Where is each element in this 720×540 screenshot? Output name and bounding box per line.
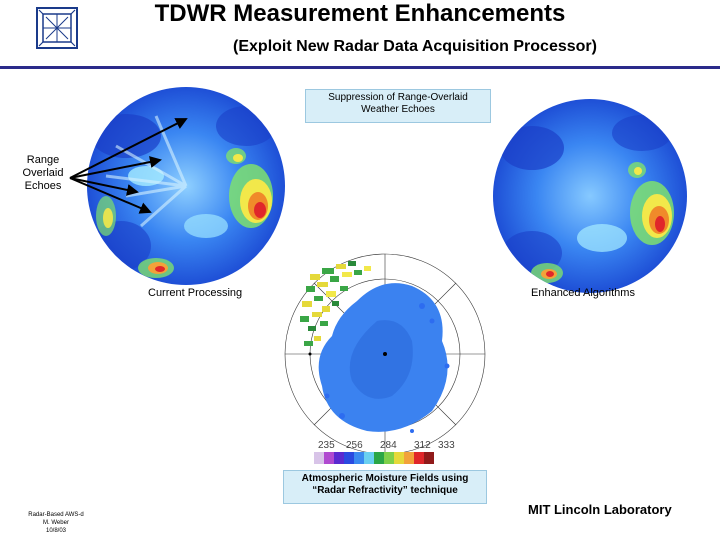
callout-line: Weather Echoes <box>361 104 435 115</box>
range-overlaid-label: Range Overlaid Echoes <box>18 154 68 193</box>
callout-suppression: Suppression of Range-Overlaid Weather Ec… <box>305 89 491 123</box>
scale-label: 312 <box>414 440 431 451</box>
callout-line: Atmospheric Moisture Fields using <box>301 473 469 484</box>
scale-label: 333 <box>438 440 455 451</box>
footer-line: 10/8/03 <box>45 528 67 534</box>
label-line: Range <box>26 154 60 166</box>
radar-image-current <box>87 87 285 285</box>
page-title: TDWR Measurement Enhancements <box>154 0 566 27</box>
caption-current-processing: Current Processing <box>148 287 243 299</box>
footer-line: M. Weber <box>43 520 69 526</box>
callout-line: “Radar Refractivity” technique <box>312 485 458 496</box>
callout-line: Suppression of Range-Overlaid <box>328 92 468 103</box>
refractivity-polar-plot <box>282 246 500 464</box>
label-line: Overlaid <box>22 167 64 179</box>
label-line: Echoes <box>24 180 62 192</box>
scale-label: 256 <box>346 440 363 451</box>
caption-enhanced-algorithms: Enhanced Algorithms <box>531 287 635 299</box>
lincoln-lab-logo-icon <box>36 7 78 49</box>
page-subtitle: (Exploit New Radar Data Acquisition Proc… <box>233 38 597 55</box>
scale-label: 235 <box>318 440 335 451</box>
footer-organization: MIT Lincoln Laboratory <box>528 502 672 517</box>
radar-image-enhanced <box>493 99 687 293</box>
footer-credits: Radar-Based AWS-d M. Weber 10/8/03 <box>26 511 86 535</box>
scale-label: 284 <box>380 440 397 451</box>
title-divider <box>0 66 720 69</box>
color-scale-bar <box>314 452 434 464</box>
callout-refractivity: Atmospheric Moisture Fields using “Radar… <box>283 470 487 504</box>
footer-line: Radar-Based AWS-d <box>28 512 84 518</box>
